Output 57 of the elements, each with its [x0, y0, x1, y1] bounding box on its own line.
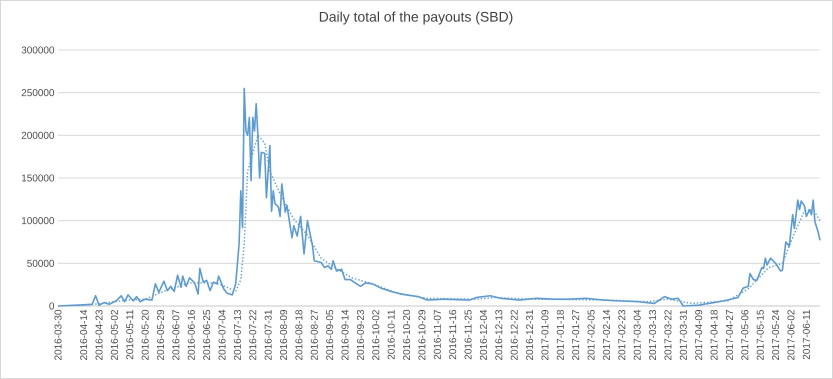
x-tick-label: 2017-01-18	[556, 310, 564, 360]
y-tick-label: 150000	[22, 174, 54, 182]
x-tick-label: 2017-03-04	[634, 310, 641, 360]
x-tick-label: 2016-05-20	[142, 310, 149, 360]
x-tick-label: 2016-03-30	[54, 310, 62, 360]
x-tick-label: 2016-12-22	[510, 310, 518, 360]
y-tick-label: 200000	[22, 132, 54, 139]
x-tick-label: 2017-02-23	[618, 310, 626, 360]
x-tick-label: 2016-08-18	[295, 310, 302, 360]
x-tick-label: 2016-07-31	[264, 310, 272, 360]
x-tick-label: 2017-06-02	[787, 310, 794, 360]
x-tick-label: 2016-11-16	[449, 310, 456, 360]
x-tick-label: 2016-10-11	[388, 310, 395, 360]
x-tick-label: 2016-05-02	[110, 310, 118, 360]
x-tick-label: 2016-04-14	[80, 310, 88, 360]
x-tick-label: 2016-06-07	[172, 310, 180, 360]
x-tick-label: 2017-01-09	[541, 310, 548, 360]
x-tick-label: 2016-11-25	[464, 310, 472, 360]
x-tick-label: 2017-02-05	[588, 310, 595, 360]
x-tick-label: 2016-04-23	[95, 310, 103, 360]
x-tick-label: 2017-04-09	[695, 310, 702, 360]
x-tick-label: 2016-08-27	[310, 310, 318, 360]
x-tick-label: 2016-10-20	[403, 310, 410, 360]
x-tick-label: 2016-12-31	[526, 310, 534, 360]
x-tick-label: 2017-03-13	[649, 310, 656, 360]
x-tick-label: 2017-06-11	[802, 310, 810, 360]
x-tick-label: 2017-05-24	[772, 310, 780, 360]
x-tick-label: 2017-02-14	[602, 310, 610, 360]
y-tick-label: 100000	[22, 217, 54, 224]
y-tick-label: 300000	[22, 46, 54, 54]
y-tick-label: 50000	[27, 260, 54, 267]
x-tick-label: 2016-05-11	[126, 310, 134, 360]
y-tick-label: 250000	[22, 89, 54, 96]
x-tick-label: 2017-05-15	[756, 310, 764, 360]
x-tick-label: 2016-09-05	[326, 310, 334, 360]
x-tick-label: 2017-03-22	[664, 310, 672, 360]
x-tick-label: 2017-05-06	[741, 310, 748, 360]
x-tick-label: 2016-12-04	[480, 310, 487, 360]
x-tick-label: 2016-05-29	[156, 310, 164, 360]
x-tick-label: 2016-08-09	[280, 310, 288, 360]
x-tick-label: 2016-07-04	[218, 310, 226, 360]
x-tick-label: 2017-01-27	[572, 310, 580, 360]
x-tick-label: 2016-06-25	[203, 310, 210, 360]
x-tick-label: 2016-07-22	[249, 310, 256, 360]
chart-title: Daily total of the payouts (SBD)	[320, 11, 512, 24]
x-tick-label: 2016-09-23	[356, 310, 364, 360]
x-tick-label: 2016-06-16	[188, 310, 195, 360]
x-tick-label: 2016-10-02	[372, 310, 380, 360]
x-tick-label: 2017-03-31	[680, 310, 687, 360]
x-tick-label: 2016-12-13	[495, 310, 502, 360]
x-tick-label: 2017-04-27	[726, 310, 733, 360]
y-tick-label: 0	[49, 302, 54, 310]
x-tick-label: 2017-04-18	[710, 310, 718, 360]
x-tick-label: 2016-10-29	[418, 310, 426, 360]
x-tick-label: 2016-07-13	[234, 310, 241, 360]
x-tick-label: 2016-09-14	[342, 310, 349, 360]
x-tick-label: 2016-11-07	[434, 310, 441, 360]
